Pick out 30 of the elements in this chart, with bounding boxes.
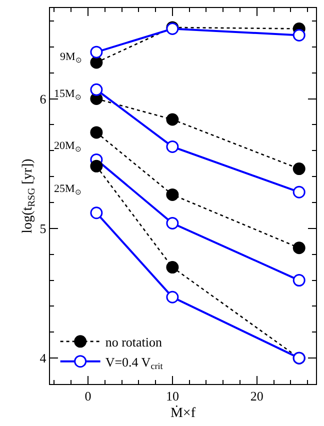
legend-label: no rotation — [105, 334, 163, 350]
y-tick-label: 5 — [40, 220, 46, 236]
point — [166, 261, 179, 274]
annotation: 25M$_{⊙}$ — [54, 183, 82, 196]
point — [166, 188, 179, 201]
point — [90, 206, 103, 220]
annotation: 9M$_{⊙}$ — [60, 51, 82, 64]
point — [90, 56, 103, 69]
point — [292, 242, 306, 254]
y-tick-label: 6 — [40, 91, 47, 106]
point — [166, 113, 179, 126]
point — [166, 216, 179, 230]
annotation: 15M$_{⊙}$ — [54, 88, 82, 102]
point — [166, 290, 179, 304]
point — [292, 186, 306, 198]
point — [90, 83, 103, 96]
x-tick-label: 20 — [250, 388, 264, 404]
x-tick-label: 0 — [84, 388, 92, 404]
point — [90, 46, 103, 58]
x-tick-label: 10 — [166, 388, 179, 404]
legend-label: V=0.4 V$_{crit}$ — [105, 354, 164, 372]
point — [90, 160, 103, 172]
point — [166, 140, 179, 153]
y-tick-label: 4 — [40, 350, 47, 366]
annotation: 20M$_{⊙}$ — [54, 140, 82, 154]
point — [292, 274, 306, 287]
point — [90, 126, 103, 139]
point — [292, 28, 306, 42]
point — [292, 162, 306, 176]
x-axis-title: Ṁ×f — [170, 405, 196, 421]
